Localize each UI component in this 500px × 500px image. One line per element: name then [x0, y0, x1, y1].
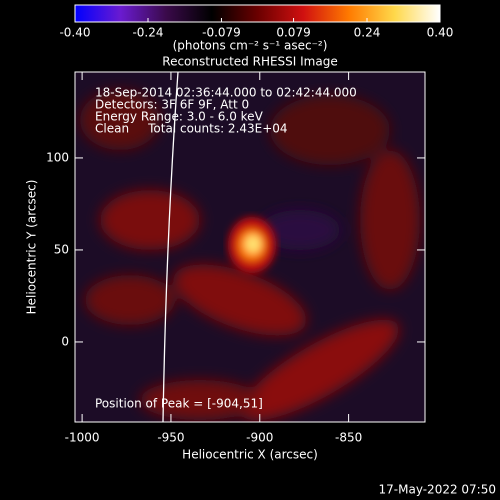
solar-limb: [162, 72, 179, 422]
y-axis-label: Heliocentric Y (arcsec): [25, 180, 39, 315]
y-tick-label: 50: [54, 242, 69, 256]
colorbar-label: (photons cm⁻² s⁻¹ asec⁻²): [173, 39, 328, 53]
x-tick-label: -900: [246, 431, 273, 445]
annotation: Detectors: 3F 6F 9F, Att 0: [95, 98, 249, 112]
annotation: Clean Total counts: 2.43E+04: [95, 122, 288, 136]
colorbar-tick-label: -0.40: [59, 26, 90, 40]
annotation: Position of Peak = [-904,51]: [95, 397, 263, 411]
footer-date: 17-May-2022 07:50: [379, 483, 496, 497]
colorbar-tick-label: 0.24: [354, 26, 381, 40]
x-tick-label: -850: [335, 431, 362, 445]
y-tick-label: 0: [61, 334, 69, 348]
y-tick-label: 100: [46, 150, 69, 164]
chart-title: Reconstructed RHESSI Image: [162, 55, 337, 69]
colorbar-tick-label: -0.079: [202, 26, 241, 40]
colorbar-tick-label: 0.40: [427, 26, 454, 40]
colorbar-tick-label: 0.079: [276, 26, 310, 40]
colorbar-tick-label: -0.24: [132, 26, 163, 40]
annotation: 18-Sep-2014 02:36:44.000 to 02:42:44.000: [95, 86, 357, 100]
x-tick-label: -950: [157, 431, 184, 445]
annotation: Energy Range: 3.0 - 6.0 keV: [95, 110, 264, 124]
x-tick-label: -1000: [65, 431, 100, 445]
x-axis-label: Heliocentric X (arcsec): [182, 448, 318, 462]
colorbar: [74, 4, 441, 23]
plot-frame: [74, 71, 426, 423]
image: [75, 72, 425, 422]
